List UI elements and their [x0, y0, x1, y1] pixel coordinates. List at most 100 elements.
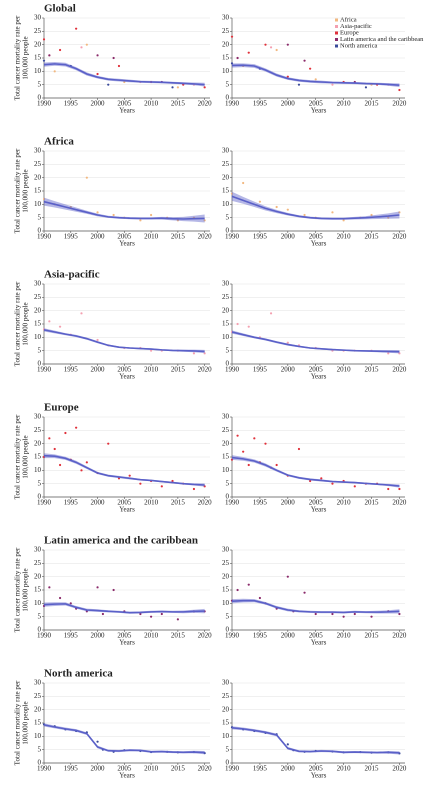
data-point — [48, 320, 51, 323]
y-tick-label: 0 — [226, 227, 230, 235]
y-tick-label: 30 — [34, 413, 42, 421]
data-point — [160, 612, 163, 616]
data-point — [331, 482, 334, 485]
panel: 0 5 10 15 20 25 30 1990 1995 2000 2005 2010 2015 2020… — [222, 280, 407, 381]
data-point — [128, 474, 131, 477]
y-tick-label: 0 — [38, 360, 42, 368]
x-tick-label: 2010 — [144, 366, 159, 374]
x-tick-label: 1990 — [37, 765, 52, 773]
y-tick-label: 15 — [222, 586, 230, 594]
legend-swatch — [335, 31, 338, 35]
x-tick-label: 2020 — [198, 499, 213, 507]
y-tick-label: 10 — [222, 67, 230, 75]
y-tick-label: 30 — [222, 679, 230, 687]
x-tick-label: 1995 — [253, 499, 268, 507]
y-axis-label: 100,000 people — [22, 568, 30, 611]
y-axis-label: Total cancer mortality rate per — [14, 547, 22, 632]
y-tick-label: 10 — [222, 333, 230, 341]
data-point — [48, 586, 51, 589]
y-tick-label: 25 — [222, 559, 230, 567]
confidence-band — [44, 328, 205, 354]
x-tick-label: 2000 — [281, 366, 296, 374]
legend-swatch — [335, 44, 338, 48]
x-tick-label: 2010 — [337, 765, 352, 773]
x-axis-label: Years — [119, 639, 135, 647]
x-tick-label: 2015 — [171, 765, 186, 773]
x-tick-label: 2010 — [337, 233, 352, 241]
x-tick-label: 1995 — [64, 499, 79, 507]
y-axis-label: Total cancer mortality rate per — [14, 15, 22, 100]
data-point — [101, 612, 105, 616]
data-point — [303, 59, 306, 62]
y-tick-label: 15 — [34, 320, 42, 328]
y-tick-label: 30 — [222, 147, 230, 155]
data-point — [286, 341, 289, 344]
x-axis-label: Years — [311, 107, 327, 115]
data-point — [286, 75, 289, 78]
y-tick-label: 0 — [38, 94, 42, 102]
data-point — [171, 479, 174, 483]
data-point — [398, 352, 401, 355]
data-point — [320, 477, 323, 480]
x-tick-label: 2010 — [144, 632, 159, 640]
x-tick-label: 1990 — [225, 632, 240, 640]
x-tick-label: 1990 — [225, 233, 240, 241]
y-tick-label: 10 — [222, 732, 230, 740]
data-point — [230, 62, 234, 65]
panel-title: Asia-pacific — [44, 269, 100, 281]
x-tick-label: 2005 — [309, 366, 324, 374]
y-tick-label: 20 — [34, 439, 42, 447]
y-tick-label: 20 — [34, 173, 42, 181]
data-point — [171, 86, 174, 89]
panel: North america Total cancer mortality rate… — [14, 668, 213, 780]
x-tick-label: 2015 — [171, 100, 186, 108]
data-point — [80, 312, 83, 315]
data-point — [53, 447, 56, 451]
data-point — [236, 56, 239, 60]
data-point — [192, 487, 196, 491]
data-point — [176, 86, 179, 89]
x-tick-label: 2000 — [281, 100, 296, 108]
panel: 0 5 10 15 20 25 30 1990 1995 2000 2005 2010 2015 2020… — [222, 546, 407, 647]
x-tick-label: 2005 — [309, 632, 324, 640]
data-point — [364, 86, 368, 89]
trend-line — [43, 63, 205, 86]
data-point — [230, 458, 234, 461]
y-tick-label: 5 — [226, 213, 230, 221]
y-tick-label: 0 — [226, 360, 230, 368]
x-axis-label: Years — [311, 240, 327, 248]
data-point — [107, 442, 110, 445]
data-point — [176, 219, 179, 222]
y-tick-label: 25 — [34, 27, 42, 35]
y-tick-label: 15 — [34, 586, 42, 594]
x-axis-label: Years — [119, 772, 135, 780]
data-point — [258, 200, 262, 203]
data-point — [269, 46, 273, 49]
data-point — [264, 442, 267, 445]
data-point — [48, 54, 51, 57]
x-tick-label: 2010 — [144, 499, 159, 507]
trend-line — [231, 599, 400, 614]
data-point — [149, 213, 153, 217]
data-point — [264, 43, 267, 46]
data-point — [58, 325, 62, 328]
trend-line — [43, 200, 205, 220]
panel-title: Europe — [44, 402, 79, 414]
y-tick-label: 30 — [34, 280, 42, 288]
data-point — [269, 312, 273, 315]
data-point — [331, 211, 334, 214]
data-point — [139, 219, 142, 222]
panel: 0 5 10 15 20 25 30 1990 1995 2000 2005 2010 2015 2020… — [222, 679, 407, 780]
y-tick-label: 30 — [34, 679, 42, 687]
x-axis-label: Years — [119, 506, 135, 514]
x-tick-label: 2005 — [117, 765, 132, 773]
trend-line — [43, 603, 205, 614]
panel-title: Global — [44, 3, 76, 15]
panel-title: North america — [44, 668, 113, 680]
data-point — [42, 197, 46, 201]
x-tick-label: 2010 — [337, 499, 352, 507]
y-tick-label: 20 — [34, 40, 42, 48]
data-point — [286, 575, 289, 578]
data-point — [247, 325, 250, 328]
